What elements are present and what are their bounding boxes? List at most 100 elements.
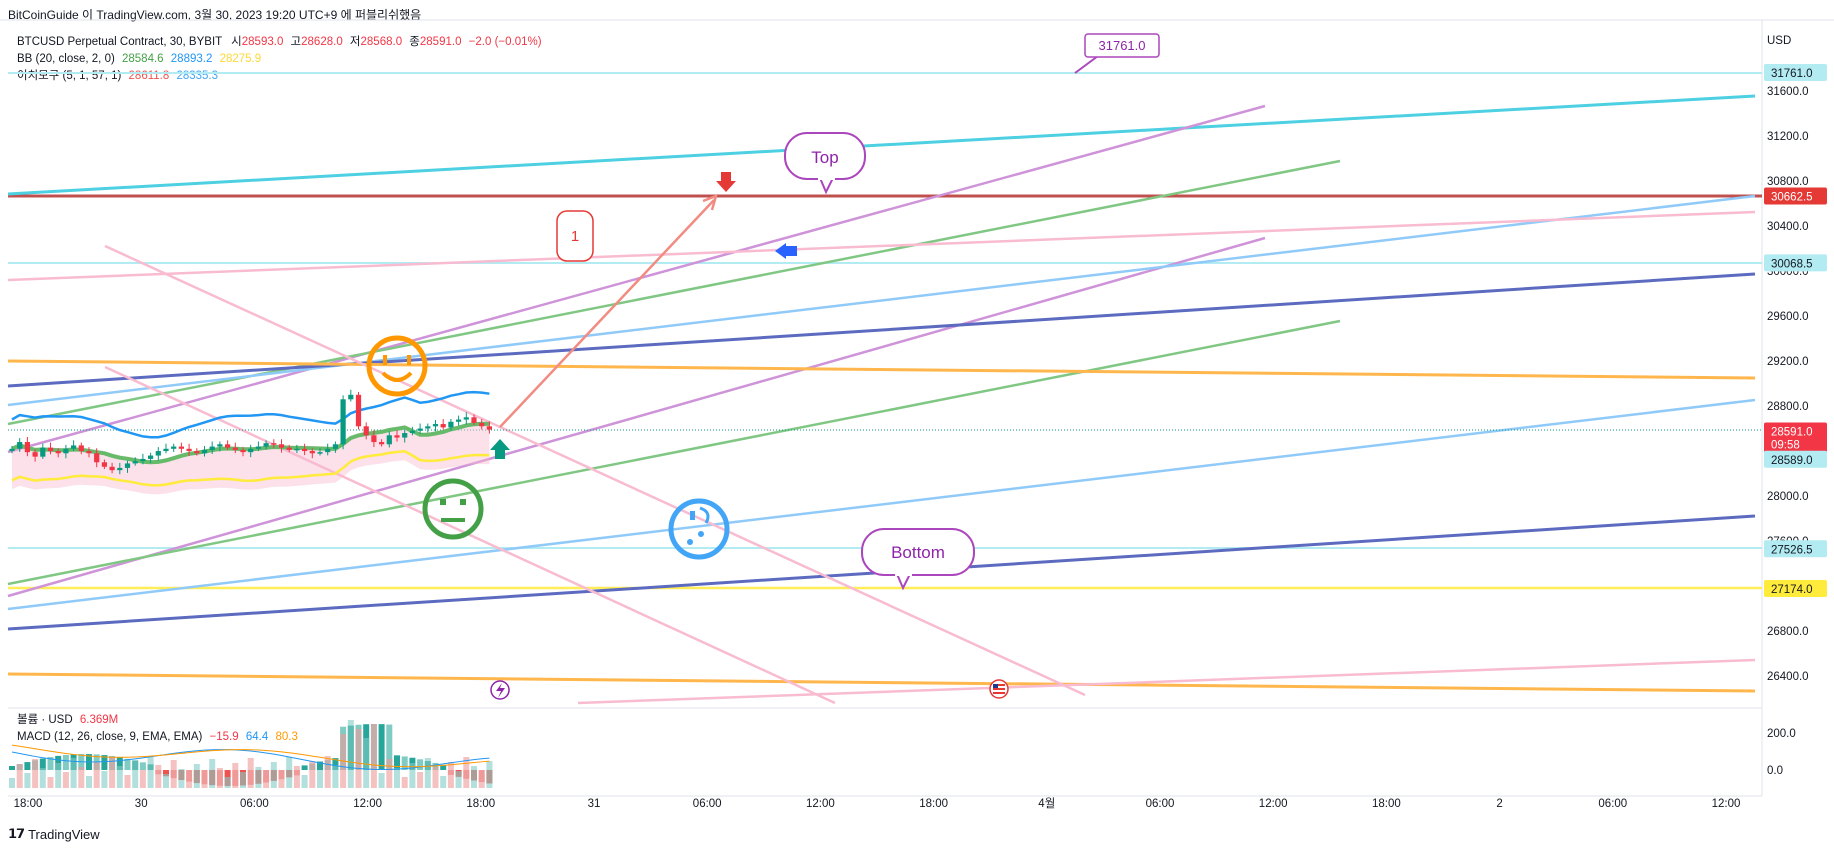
candle-body[interactable] xyxy=(440,424,446,428)
candle-body[interactable] xyxy=(271,443,277,445)
projection-arrow[interactable] xyxy=(499,199,715,428)
lightning-event-icon[interactable] xyxy=(490,680,510,700)
candle-body[interactable] xyxy=(117,467,123,471)
candle-body[interactable] xyxy=(209,446,215,450)
candle-body[interactable] xyxy=(201,449,208,454)
candle-body[interactable] xyxy=(409,430,415,434)
green-lower-trendline[interactable] xyxy=(7,319,1341,586)
candle-body[interactable] xyxy=(132,461,138,464)
candle-body[interactable] xyxy=(178,446,184,449)
left-arrow-marker[interactable] xyxy=(775,243,797,259)
candle-body[interactable] xyxy=(278,444,285,448)
candle-body[interactable] xyxy=(332,444,338,449)
candle-body[interactable] xyxy=(17,442,23,449)
candle-body[interactable] xyxy=(432,424,439,427)
legend-macd-row[interactable]: MACD (12, 26, close, 9, EMA, EMA) −15.9 … xyxy=(17,729,298,746)
down-arrow-marker[interactable] xyxy=(716,172,736,192)
candle-body[interactable] xyxy=(355,394,362,427)
candle-body[interactable] xyxy=(340,399,346,445)
candle-body[interactable] xyxy=(255,446,261,449)
price-label-box[interactable] xyxy=(1764,254,1827,272)
candle-body[interactable] xyxy=(417,428,423,431)
price-label-box[interactable] xyxy=(1764,579,1827,597)
pink-upper-trendline[interactable] xyxy=(7,210,1756,282)
candle-body[interactable] xyxy=(294,448,300,451)
candle-body[interactable] xyxy=(232,447,238,450)
candle-body[interactable] xyxy=(225,444,231,448)
candle-body[interactable] xyxy=(109,466,115,471)
price-label-box[interactable] xyxy=(1764,187,1827,205)
candle-body[interactable] xyxy=(240,449,246,453)
tradingview-footer[interactable]: 𝟭𝟳 TradingView xyxy=(8,826,100,842)
candle-body[interactable] xyxy=(140,458,146,462)
trend-line-drawings[interactable] xyxy=(7,72,1762,705)
smiley-face-icon[interactable] xyxy=(366,335,428,397)
pink-descending-trendline-1[interactable] xyxy=(104,244,1086,697)
price-axis-labels[interactable]: 31761.0 30662.5 30068.5 28591.009:58 28589.0… xyxy=(1764,64,1827,597)
purple-upper-trendline[interactable] xyxy=(7,104,1266,454)
candle-body[interactable] xyxy=(386,435,392,445)
orange-upper-trendline[interactable] xyxy=(7,359,1756,380)
us-flag-event-icon[interactable] xyxy=(989,679,1009,699)
number-one-callout[interactable]: 1 xyxy=(556,210,594,262)
candle-body[interactable] xyxy=(186,448,192,452)
candle-body[interactable] xyxy=(317,452,323,454)
candle-body[interactable] xyxy=(309,451,315,454)
price-label-box[interactable] xyxy=(1764,450,1827,468)
confused-face-icon[interactable] xyxy=(668,498,730,560)
legend-bb-row[interactable]: BB (20, close, 2, 0) 28584.6 28893.2 282… xyxy=(17,51,542,68)
time-axis[interactable]: 18:00 30 06:00 12:00 18:00 31 06:00 12:00 18:00 4… xyxy=(14,797,1741,810)
candle-body[interactable] xyxy=(86,451,92,454)
candle-body[interactable] xyxy=(163,448,169,452)
candle-body[interactable] xyxy=(348,394,354,400)
blue-upper-trendline[interactable] xyxy=(7,194,1756,407)
candle-body[interactable] xyxy=(155,451,161,456)
pink-lower-trendline[interactable] xyxy=(577,658,1756,705)
candle-body[interactable] xyxy=(486,426,492,430)
candle-body[interactable] xyxy=(63,448,69,454)
candle-body[interactable] xyxy=(363,426,369,436)
pink-descending-trendline-2[interactable] xyxy=(104,365,836,705)
candle-body[interactable] xyxy=(402,433,408,438)
bottom-callout[interactable]: Bottom xyxy=(861,528,975,591)
candle-body[interactable] xyxy=(325,448,331,453)
up-arrow-marker[interactable] xyxy=(490,439,510,459)
price-label-box[interactable] xyxy=(1764,540,1827,558)
candle-body[interactable] xyxy=(263,443,269,447)
candle-body[interactable] xyxy=(171,446,177,449)
price-label-box[interactable] xyxy=(1764,64,1827,81)
candle-body[interactable] xyxy=(9,448,15,452)
candle-body[interactable] xyxy=(71,445,77,449)
candle-body[interactable] xyxy=(286,447,292,450)
candle-body[interactable] xyxy=(194,451,200,454)
orange-lower-trendline[interactable] xyxy=(7,672,1756,693)
legend-volume-row[interactable]: 볼륨 · USD 6.369M xyxy=(17,712,298,729)
legend-symbol-row[interactable]: BTCUSD Perpetual Contract, 30, BYBIT 시28… xyxy=(17,34,542,51)
top-callout[interactable]: Top xyxy=(784,132,866,195)
blue-lower-trendline[interactable] xyxy=(7,398,1756,611)
candle-body[interactable] xyxy=(379,442,385,445)
candle-body[interactable] xyxy=(479,422,485,427)
candle-body[interactable] xyxy=(148,455,154,459)
candles[interactable] xyxy=(9,389,492,475)
candle-body[interactable] xyxy=(217,444,223,447)
candle-body[interactable] xyxy=(94,453,100,463)
green-upper-trendline[interactable] xyxy=(7,159,1341,426)
purple-lower-trendline[interactable] xyxy=(7,236,1266,598)
candle-body[interactable] xyxy=(47,447,54,452)
price-label-box[interactable] xyxy=(1764,422,1827,453)
candle-body[interactable] xyxy=(425,426,431,429)
candle-body[interactable] xyxy=(371,435,377,443)
candle-body[interactable] xyxy=(394,435,400,438)
cyan-trendline[interactable] xyxy=(7,94,1756,196)
candle-body[interactable] xyxy=(32,452,38,457)
candle-body[interactable] xyxy=(448,421,454,428)
navy-upper-trendline[interactable] xyxy=(7,272,1756,388)
candle-body[interactable] xyxy=(302,448,308,452)
candle-body[interactable] xyxy=(248,448,254,453)
price-callout-31761[interactable]: 31761.0 xyxy=(1074,33,1160,74)
candle-body[interactable] xyxy=(101,462,107,467)
candle-body[interactable] xyxy=(40,447,46,457)
candle-body[interactable] xyxy=(55,451,61,454)
